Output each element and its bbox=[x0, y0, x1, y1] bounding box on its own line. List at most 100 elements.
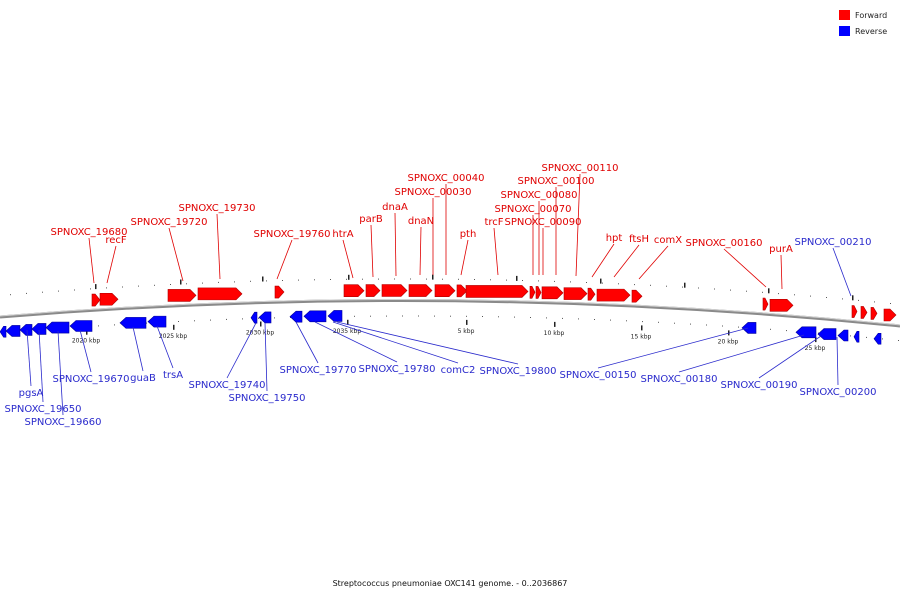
forward-gene-arrow[interactable] bbox=[434, 284, 456, 298]
reverse-gene-arrow[interactable] bbox=[289, 310, 303, 323]
reverse-gene-arrow[interactable] bbox=[795, 326, 817, 339]
reverse-gene-arrow[interactable] bbox=[853, 330, 860, 343]
gene-label-spnoxc-19760[interactable]: SPNOXC_19760 bbox=[253, 229, 330, 240]
gene-label-spnoxc-19680[interactable]: SPNOXC_19680 bbox=[50, 227, 127, 238]
reverse-gene-arrow[interactable] bbox=[147, 315, 167, 328]
gene-label-spnoxc-19780[interactable]: SPNOXC_19780 bbox=[358, 364, 435, 375]
forward-gene-arrow[interactable] bbox=[541, 286, 564, 300]
track-dot bbox=[114, 324, 115, 326]
reverse-gene-arrow[interactable] bbox=[873, 332, 882, 345]
reverse-gene-arrow[interactable] bbox=[5, 325, 21, 337]
reverse-gene-arrow[interactable] bbox=[250, 311, 258, 324]
major-tick bbox=[95, 284, 97, 290]
leader-line-guab bbox=[132, 326, 144, 372]
forward-gene-arrow[interactable] bbox=[529, 285, 536, 299]
gene-label-spnoxc-00210[interactable]: SPNOXC_00210 bbox=[794, 237, 871, 248]
reverse-gene-arrow[interactable] bbox=[45, 321, 70, 334]
forward-gene-arrow[interactable] bbox=[870, 307, 878, 320]
gene-label-trcf[interactable]: trcF bbox=[484, 217, 503, 228]
gene-label-spnoxc-19740[interactable]: SPNOXC_19740 bbox=[188, 380, 265, 391]
forward-gene-arrow[interactable] bbox=[408, 284, 433, 297]
gene-label-guab[interactable]: guaB bbox=[130, 373, 156, 384]
forward-gene-arrow[interactable] bbox=[883, 308, 897, 322]
gene-label-spnoxc-00030[interactable]: SPNOXC_00030 bbox=[394, 187, 471, 198]
gene-label-recf[interactable]: recF bbox=[105, 235, 127, 246]
reverse-gene-arrow[interactable] bbox=[258, 311, 272, 324]
track-dot bbox=[762, 291, 763, 293]
forward-gene-arrow[interactable] bbox=[99, 292, 119, 306]
gene-label-spnoxc-00200[interactable]: SPNOXC_00200 bbox=[799, 387, 876, 398]
reverse-gene-arrow[interactable] bbox=[837, 329, 849, 342]
forward-gene-arrow[interactable] bbox=[860, 306, 868, 319]
gene-label-hpt[interactable]: hpt bbox=[606, 233, 623, 244]
gene-label-trsa[interactable]: trsA bbox=[163, 370, 183, 381]
reverse-gene-arrow[interactable] bbox=[19, 324, 33, 336]
forward-gene-arrow[interactable] bbox=[535, 286, 542, 299]
forward-gene-arrow[interactable] bbox=[343, 284, 365, 298]
reverse-gene-arrow[interactable] bbox=[69, 320, 93, 332]
forward-gene-arrow[interactable] bbox=[762, 297, 769, 311]
forward-gene-arrow[interactable] bbox=[596, 288, 631, 302]
gene-label-spnoxc-19730[interactable]: SPNOXC_19730 bbox=[178, 203, 255, 214]
forward-gene-arrow[interactable] bbox=[167, 289, 197, 302]
gene-label-spnoxc-00150[interactable]: SPNOXC_00150 bbox=[559, 370, 636, 381]
forward-gene-arrow[interactable] bbox=[365, 284, 381, 297]
gene-label-dnan[interactable]: dnaN bbox=[408, 216, 434, 227]
gene-label-spnoxc-00180[interactable]: SPNOXC_00180 bbox=[640, 374, 717, 385]
reverse-gene-arrow[interactable] bbox=[31, 323, 47, 335]
reverse-gene-arrow[interactable] bbox=[817, 328, 837, 340]
gene-label-spnoxc-19770[interactable]: SPNOXC_19770 bbox=[279, 365, 356, 376]
track-dot bbox=[658, 321, 659, 323]
gene-label-spnoxc-00160[interactable]: SPNOXC_00160 bbox=[685, 238, 762, 249]
gene-label-spnoxc-00070[interactable]: SPNOXC_00070 bbox=[494, 204, 571, 215]
gene-label-spnoxc-00080[interactable]: SPNOXC_00080 bbox=[500, 190, 577, 201]
reverse-gene-arrow[interactable] bbox=[741, 322, 757, 334]
gene-label-comc2[interactable]: comC2 bbox=[441, 365, 476, 376]
gene-label-spnoxc-19660[interactable]: SPNOXC_19660 bbox=[24, 417, 101, 428]
forward-gene-arrow[interactable] bbox=[851, 305, 858, 318]
gene-label-parb[interactable]: parB bbox=[359, 214, 383, 225]
forward-gene-arrow[interactable] bbox=[274, 285, 285, 299]
track-dot bbox=[274, 317, 275, 319]
gene-label-spnoxc-00100[interactable]: SPNOXC_00100 bbox=[517, 176, 594, 187]
scale-label-20-kbp: 20 kbp bbox=[718, 338, 739, 345]
track-dot bbox=[10, 294, 11, 296]
forward-gene-arrow[interactable] bbox=[197, 287, 243, 301]
track-dot bbox=[842, 298, 843, 300]
gene-label-spnoxc-00040[interactable]: SPNOXC_00040 bbox=[407, 173, 484, 184]
gene-label-pth[interactable]: pth bbox=[460, 229, 477, 240]
leader-line-trsa bbox=[156, 325, 174, 369]
track-dot bbox=[642, 321, 643, 323]
forward-gene-arrow[interactable] bbox=[465, 285, 529, 298]
major-tick bbox=[852, 295, 854, 301]
leader-line-recf bbox=[106, 245, 117, 284]
gene-label-htra[interactable]: htrA bbox=[332, 229, 353, 240]
gene-label-spnoxc-00190[interactable]: SPNOXC_00190 bbox=[720, 380, 797, 391]
forward-gene-arrow[interactable] bbox=[563, 287, 588, 300]
gene-label-spnoxc-19800[interactable]: SPNOXC_19800 bbox=[479, 366, 556, 377]
forward-gene-arrow[interactable] bbox=[91, 293, 101, 307]
gene-label-comx[interactable]: comX bbox=[654, 235, 682, 246]
gene-label-ftsh[interactable]: ftsH bbox=[629, 234, 649, 245]
track-dot bbox=[490, 279, 491, 281]
reverse-gene-arrow[interactable] bbox=[0, 325, 7, 338]
forward-gene-arrow[interactable] bbox=[381, 284, 408, 297]
forward-gene-arrow[interactable] bbox=[456, 284, 468, 298]
gene-label-spnoxc-00110[interactable]: SPNOXC_00110 bbox=[541, 163, 618, 174]
gene-label-spnoxc-19750[interactable]: SPNOXC_19750 bbox=[228, 393, 305, 404]
reverse-gene-arrow[interactable] bbox=[327, 310, 343, 322]
gene-label-pura[interactable]: purA bbox=[769, 244, 793, 255]
gene-label-spnoxc-19650[interactable]: SPNOXC_19650 bbox=[4, 404, 81, 415]
gene-label-pgsa[interactable]: pgsA bbox=[19, 388, 44, 399]
gene-label-spnoxc-00090[interactable]: SPNOXC_00090 bbox=[504, 217, 581, 228]
gene-label-spnoxc-19720[interactable]: SPNOXC_19720 bbox=[130, 217, 207, 228]
forward-gene-arrow[interactable] bbox=[631, 289, 643, 303]
reverse-gene-arrow[interactable] bbox=[119, 317, 147, 329]
gene-label-dnaa[interactable]: dnaA bbox=[382, 202, 408, 213]
track-dot bbox=[258, 317, 259, 319]
forward-gene-arrow[interactable] bbox=[769, 299, 794, 312]
reverse-gene-arrow[interactable] bbox=[303, 310, 327, 323]
gene-label-spnoxc-19670[interactable]: SPNOXC_19670 bbox=[52, 374, 129, 385]
forward-gene-arrow[interactable] bbox=[587, 287, 596, 301]
track-dot bbox=[242, 318, 243, 320]
